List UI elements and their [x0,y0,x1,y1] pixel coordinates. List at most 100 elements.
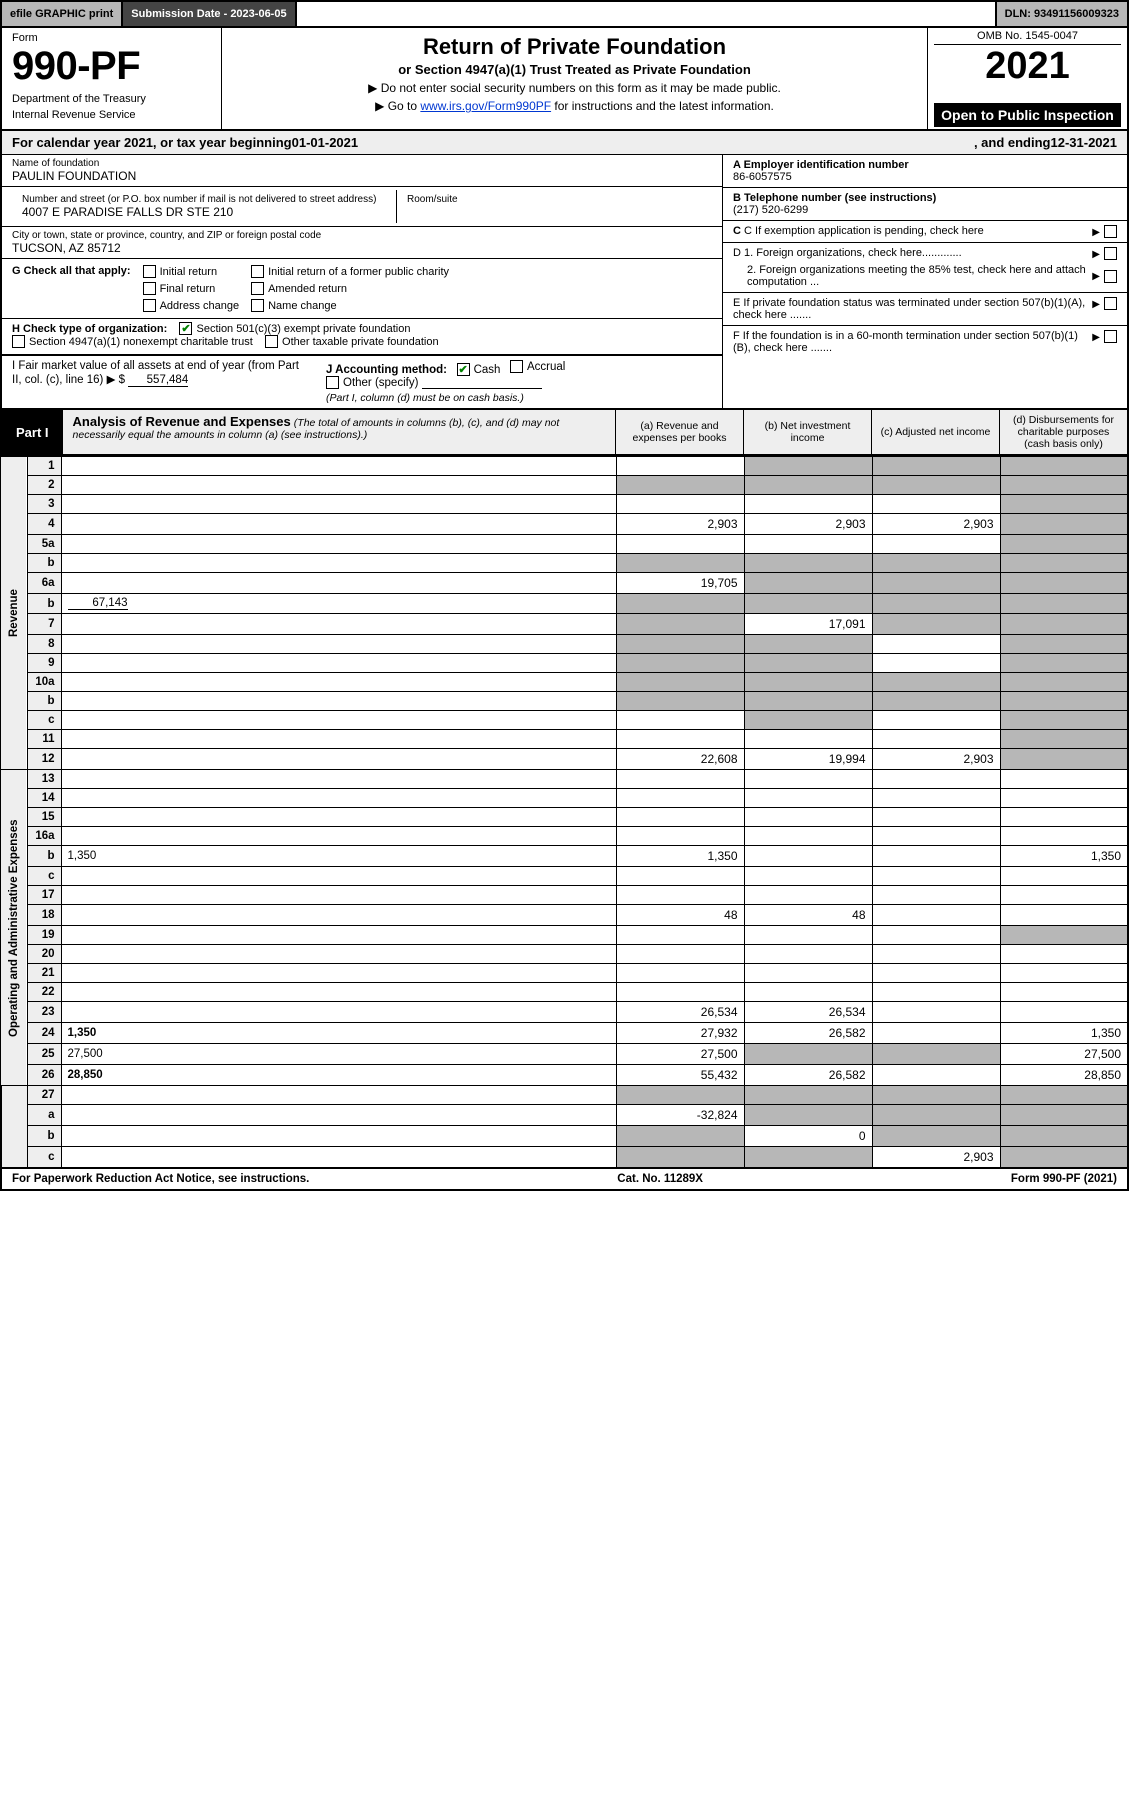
row-num: 7 [27,614,61,635]
row-num: 6a [27,573,61,594]
cell-b [744,654,872,673]
arrow-icon [1092,248,1100,260]
f-row: F If the foundation is in a 60-month ter… [723,326,1127,358]
chk-other-taxable[interactable]: Other taxable private foundation [265,335,439,348]
row-num: 1 [27,457,61,476]
chk-address-change[interactable]: Address change [143,299,240,312]
row-num: a [27,1105,61,1126]
chk-f[interactable] [1104,330,1117,343]
d-row: D 1. Foreign organizations, check here..… [723,243,1127,293]
cell-a [616,654,744,673]
cell-c [872,673,1000,692]
table-row: 19 [1,926,1128,945]
row-desc [61,711,616,730]
chk-4947a1[interactable]: Section 4947(a)(1) nonexempt charitable … [12,335,253,348]
cell-c: 2,903 [872,1147,1000,1169]
chk-initial-former[interactable]: Initial return of a former public charit… [251,265,449,278]
cell-c [872,1105,1000,1126]
table-row: b 67,143 [1,594,1128,614]
header-center: Return of Private Foundation or Section … [222,28,927,129]
efile-label[interactable]: efile GRAPHIC print [2,2,123,26]
cell-b [744,476,872,495]
cell-b [744,495,872,514]
chk-initial-return[interactable]: Initial return [143,265,240,278]
chk-e[interactable] [1104,297,1117,310]
row-num: 24 [27,1023,61,1044]
row-desc [61,554,616,573]
table-row: 20 [1,945,1128,964]
chk-name-change[interactable]: Name change [251,299,449,312]
cell-a [616,808,744,827]
cell-d [1000,1002,1128,1023]
row-desc [61,1105,616,1126]
chk-accrual[interactable]: Accrual [510,360,565,373]
row-desc [61,867,616,886]
c-row: C C If exemption application is pending,… [723,221,1127,243]
chk-cash[interactable]: Cash [457,363,501,376]
row-desc [61,457,616,476]
chk-other-method[interactable]: Other (specify) [326,376,418,389]
table-row: 2527,50027,50027,500 [1,1044,1128,1065]
cell-a [616,926,744,945]
cell-a [616,495,744,514]
cell-a [616,1126,744,1147]
link-form990pf[interactable]: www.irs.gov/Form990PF [420,99,551,113]
chk-c[interactable] [1104,225,1117,238]
cell-c [872,614,1000,635]
row-desc [61,770,616,789]
cell-b [744,789,872,808]
a-ein-row: A Employer identification number 86-6057… [723,155,1127,188]
row-num: b [27,1126,61,1147]
open-inspection: Open to Public Inspection [934,103,1121,127]
table-row: Operating and Administrative Expenses13 [1,770,1128,789]
cell-d [1000,827,1128,846]
col-a-head: (a) Revenue and expenses per books [615,410,743,454]
part1-desc: Analysis of Revenue and Expenses (The to… [63,410,615,454]
chk-501c3[interactable]: Section 501(c)(3) exempt private foundat… [179,322,410,335]
table-row: 11 [1,730,1128,749]
cell-b [744,673,872,692]
cell-b [744,554,872,573]
j-opt-cash: Cash [474,364,501,376]
cell-a [616,711,744,730]
table-row: c2,903 [1,1147,1128,1169]
form-subtitle: or Section 4947(a)(1) Trust Treated as P… [232,62,917,77]
cell-c: 2,903 [872,514,1000,535]
cell-a [616,1147,744,1169]
j-other-input[interactable] [422,388,542,389]
cell-c [872,730,1000,749]
row-desc: 28,850 [61,1065,616,1086]
form-header: Form 990-PF Department of the Treasury I… [0,28,1129,131]
cell-d [1000,711,1128,730]
addr-row: Number and street (or P.O. box number if… [2,187,722,227]
chk-amended-return[interactable]: Amended return [251,282,449,295]
h-opt-1: Section 501(c)(3) exempt private foundat… [196,323,410,335]
row-desc [61,926,616,945]
cell-d: 1,350 [1000,846,1128,867]
row-desc [61,983,616,1002]
chk-d2[interactable] [1104,270,1117,283]
chk-final-return[interactable]: Final return [143,282,240,295]
row-desc [61,749,616,770]
cell-b [744,1086,872,1105]
cell-d [1000,1126,1128,1147]
cell-b: 2,903 [744,514,872,535]
cell-c [872,926,1000,945]
cell-c [872,1002,1000,1023]
row-desc: 27,500 [61,1044,616,1065]
cell-c [872,905,1000,926]
table-row: 42,9032,9032,903 [1,514,1128,535]
cell-a [616,614,744,635]
chk-d1[interactable] [1104,247,1117,260]
name-row: Name of foundation PAULIN FOUNDATION [2,155,722,187]
table-row: 22 [1,983,1128,1002]
cell-a: 2,903 [616,514,744,535]
cell-d [1000,926,1128,945]
cell-a [616,554,744,573]
cell-c: 2,903 [872,749,1000,770]
inline-value: 67,143 [68,597,128,610]
cell-b [744,827,872,846]
caly-end: 12-31-2021 [1051,135,1118,150]
pra-notice: For Paperwork Reduction Act Notice, see … [12,1173,309,1185]
arrow-icon [1092,298,1100,310]
